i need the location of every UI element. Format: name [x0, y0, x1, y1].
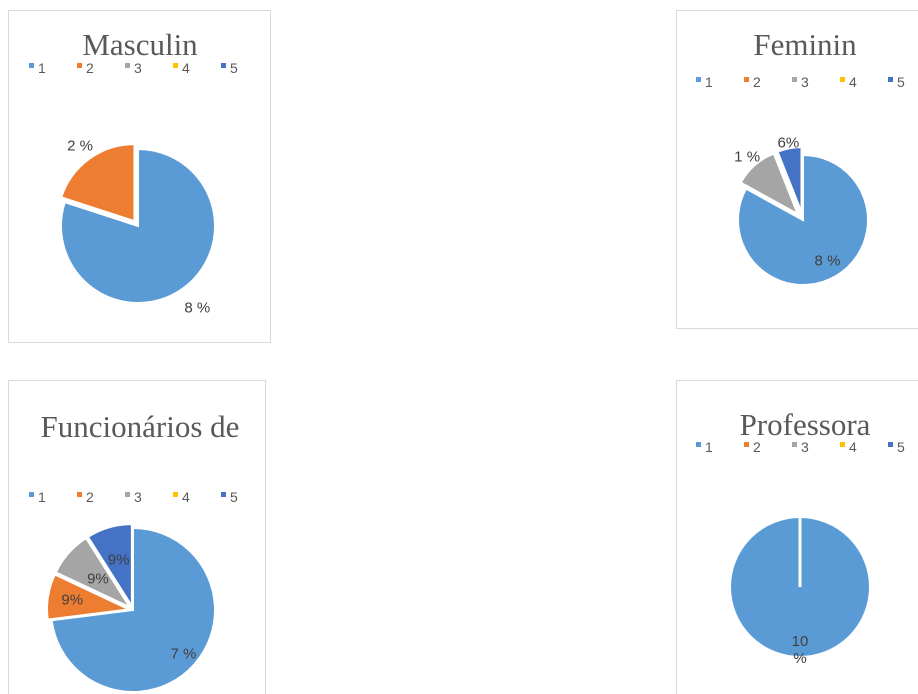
data-label: 10 % — [791, 633, 809, 667]
legend-swatch — [125, 492, 130, 497]
pie-slice — [86, 523, 133, 610]
legend-swatch — [888, 77, 893, 82]
legend-label: 2 — [86, 60, 94, 76]
pie-slice — [739, 152, 800, 217]
legend-swatch — [744, 442, 749, 447]
legend-swatch — [77, 63, 82, 68]
legend-label: 2 — [753, 74, 761, 90]
legend-swatch — [221, 63, 226, 68]
chart-title: Masculin — [82, 27, 198, 62]
legend-label: 2 — [86, 489, 94, 505]
chart-title: Professora — [739, 407, 871, 442]
legend-label: 4 — [182, 60, 190, 76]
pie-slice — [59, 143, 136, 223]
pie-slice — [54, 536, 133, 610]
legend-label: 1 — [705, 74, 713, 90]
pie-slice — [737, 153, 869, 286]
data-label: 9% — [87, 570, 109, 588]
data-label: 9% — [61, 591, 84, 609]
legend-swatch — [696, 77, 701, 82]
legend-swatch — [221, 492, 226, 497]
legend-swatch — [696, 442, 701, 447]
legend-swatch — [29, 63, 34, 68]
legend-label: 5 — [230, 489, 238, 505]
pie-slice — [50, 526, 216, 693]
legend-swatch — [792, 77, 797, 82]
pie-slice — [776, 146, 803, 213]
pie-slice — [46, 573, 133, 621]
legend-label: 3 — [801, 439, 809, 455]
legend-swatch — [840, 77, 845, 82]
legend-label: 2 — [753, 439, 761, 455]
legend-label: 3 — [801, 74, 809, 90]
legend-swatch — [792, 442, 797, 447]
legend-swatch — [125, 63, 130, 68]
legend-swatch — [173, 492, 178, 497]
legend-label: 3 — [134, 60, 142, 76]
legend-swatch — [29, 492, 34, 497]
legend-label: 4 — [182, 489, 190, 505]
data-label: 2 % — [67, 137, 93, 155]
legend-label: 4 — [849, 74, 857, 90]
legend-label: 5 — [897, 74, 905, 90]
legend-label: 5 — [230, 60, 238, 76]
legend-swatch — [888, 442, 893, 447]
data-label: 6% — [777, 134, 800, 152]
legend-label: 1 — [38, 60, 46, 76]
legend-swatch — [173, 63, 178, 68]
data-label: 9% — [107, 551, 130, 569]
legend-label: 3 — [134, 489, 142, 505]
legend-label: 1 — [38, 489, 46, 505]
legend-swatch — [744, 77, 749, 82]
data-label: 8 % — [814, 252, 841, 270]
pie-slice — [60, 147, 216, 304]
data-label: 1 % — [734, 148, 761, 166]
legend-swatch — [840, 442, 845, 447]
chart-title: Feminin — [753, 27, 857, 62]
chart-title: Funcionários de — [40, 409, 240, 444]
data-label: 8 % — [184, 299, 211, 317]
data-label: 7 % — [170, 645, 197, 663]
legend-label: 1 — [705, 439, 713, 455]
legend-swatch — [77, 492, 82, 497]
legend-label: 4 — [849, 439, 857, 455]
legend-label: 5 — [897, 439, 905, 455]
